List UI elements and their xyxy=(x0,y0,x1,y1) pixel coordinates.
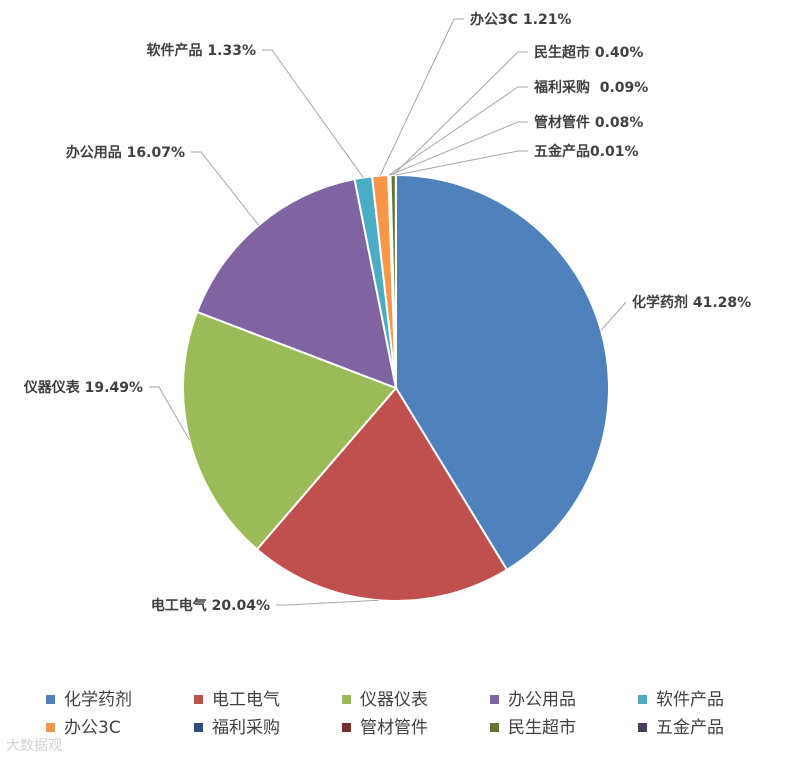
slice-1 xyxy=(255,386,509,602)
pie-slices xyxy=(182,173,610,602)
legend-swatch-0 xyxy=(46,695,55,704)
leader-line-3 xyxy=(191,151,260,226)
leader-lines xyxy=(149,18,627,606)
leader-line-9 xyxy=(395,150,528,176)
leader-line-4 xyxy=(262,49,364,178)
leader-line-6 xyxy=(388,86,528,176)
slice-3 xyxy=(195,177,398,390)
legend-swatch-4 xyxy=(638,695,647,704)
leader-line-2 xyxy=(149,386,190,441)
legend-item-5: 办公3C xyxy=(46,718,121,738)
legend-label-7: 管材管件 xyxy=(360,718,428,738)
leader-line-8 xyxy=(392,51,528,176)
legend-swatch-8 xyxy=(490,723,499,732)
legend-swatch-3 xyxy=(490,695,499,704)
legend-label-1: 电工电气 xyxy=(212,690,280,710)
data-label-3: 办公用品 16.07% xyxy=(66,144,185,161)
data-label-7: 管材管件 0.08% xyxy=(534,114,643,131)
data-labels: 化学药剂 41.28% 电工电气 20.04% 仪器仪表 19.49% 办公用品 16… xyxy=(23,11,751,614)
legend-swatch-2 xyxy=(342,695,351,704)
leader-line-1 xyxy=(276,599,379,606)
legend-label-9: 五金产品 xyxy=(656,718,724,738)
leader-line-5 xyxy=(379,18,464,176)
data-label-1: 电工电气 20.04% xyxy=(151,597,270,614)
legend-label-5: 办公3C xyxy=(64,718,121,738)
watermark: 大数据观 xyxy=(6,738,62,754)
legend-item-1: 电工电气 xyxy=(194,690,280,710)
legend-label-6: 福利采购 xyxy=(212,718,280,738)
legend-label-3: 办公用品 xyxy=(508,690,576,710)
legend-item-4: 软件产品 xyxy=(638,690,724,710)
legend-item-9: 五金产品 xyxy=(638,718,724,738)
legend-swatch-6 xyxy=(194,723,203,732)
legend-item-0: 化学药剂 xyxy=(46,690,132,710)
legend-item-8: 民生超市 xyxy=(490,718,576,738)
data-label-0: 化学药剂 41.28% xyxy=(632,294,751,311)
data-label-5: 办公3C 1.21% xyxy=(470,11,571,28)
legend-swatch-5 xyxy=(46,723,55,732)
legend-label-2: 仪器仪表 xyxy=(360,690,428,710)
legend-swatch-7 xyxy=(342,723,351,732)
legend-item-7: 管材管件 xyxy=(342,718,428,738)
leader-line-0 xyxy=(600,301,627,331)
legend-label-8: 民生超市 xyxy=(508,718,576,738)
data-label-8: 民生超市 0.40% xyxy=(534,44,643,61)
legend-label-0: 化学药剂 xyxy=(64,690,132,710)
legend-item-2: 仪器仪表 xyxy=(342,690,428,710)
data-label-4: 软件产品 1.33% xyxy=(147,42,256,59)
leader-line-7 xyxy=(389,121,528,176)
legend-label-4: 软件产品 xyxy=(656,690,724,710)
legend-swatch-9 xyxy=(638,723,647,732)
data-label-2: 仪器仪表 19.49% xyxy=(23,379,143,396)
legend-item-6: 福利采购 xyxy=(194,718,280,738)
data-label-6: 福利采购 0.09% xyxy=(533,79,648,96)
data-label-9: 五金产品0.01% xyxy=(534,143,639,160)
legend-item-3: 办公用品 xyxy=(490,690,576,710)
legend-swatch-1 xyxy=(194,695,203,704)
slice-2 xyxy=(182,310,398,551)
